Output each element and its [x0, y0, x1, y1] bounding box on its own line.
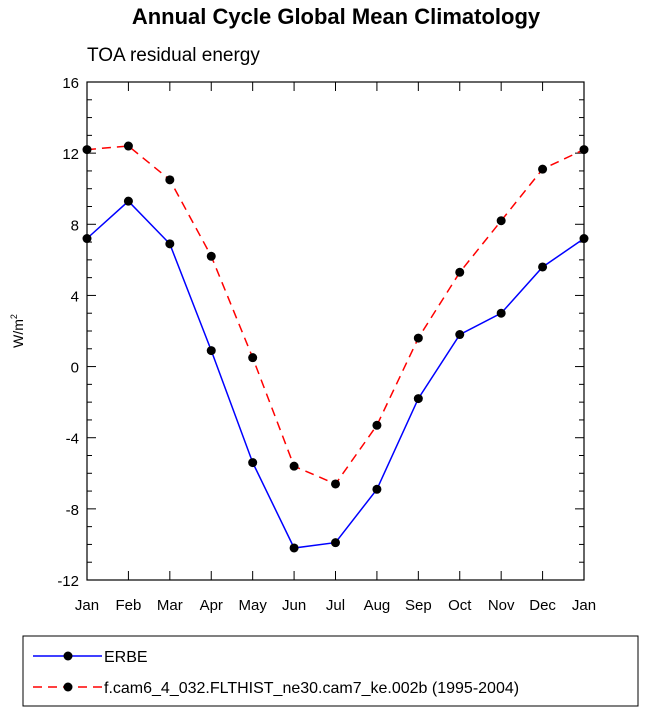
legend-label-model: f.cam6_4_032.FLTHIST_ne30.cam7_ke.002b (…	[104, 680, 519, 697]
y-tick-label: 8	[71, 217, 79, 234]
x-tick-label: Jun	[282, 597, 306, 614]
data-point-series-1	[331, 479, 340, 489]
data-point-series-1	[82, 145, 92, 155]
data-point-series-1	[413, 333, 423, 343]
x-tick-label: Nov	[488, 597, 515, 614]
data-point-series-0	[82, 234, 92, 244]
data-point-series-1	[455, 267, 465, 277]
x-tick-label: Sep	[405, 597, 432, 614]
legend-box	[22, 635, 639, 707]
y-axis-label-superscript: 2	[9, 314, 19, 319]
x-tick-label: Jan	[572, 597, 596, 614]
x-tick-label: Jan	[75, 597, 99, 614]
chart-title: Annual Cycle Global Mean Climatology	[132, 4, 541, 29]
y-axis-label-base: W/m	[10, 319, 26, 348]
data-point-series-0	[206, 346, 216, 356]
plot-area: -12 -8 -4 0 4 8 12 16 Jan Feb Mar Apr May Jun Jul Aug Se…	[57, 75, 596, 614]
y-tick-label: 0	[71, 360, 79, 377]
legend-label-erbe: ERBE	[104, 649, 148, 666]
data-point-series-1	[123, 141, 133, 151]
legend: ERBE f.cam6_4_032.FLTHIST_ne30.cam7_ke.0…	[22, 635, 639, 707]
series-line-0	[86, 200, 585, 549]
data-point-series-1	[579, 145, 589, 155]
x-tick-label: Apr	[200, 597, 223, 614]
y-tick-label: -12	[57, 573, 79, 590]
x-tick-label: Feb	[115, 597, 141, 614]
y-axis-label: W/m2	[9, 314, 26, 348]
data-point-series-1	[538, 164, 548, 174]
data-point-series-0	[538, 262, 548, 272]
y-tick-label: 4	[71, 288, 79, 305]
y-tick-label: -4	[66, 431, 79, 448]
data-point-series-0	[579, 234, 589, 244]
data-point-series-1	[248, 353, 258, 363]
x-tick-label: Oct	[448, 597, 472, 614]
data-point-series-1	[206, 251, 216, 261]
x-tick-label: Mar	[157, 597, 183, 614]
data-point-series-0	[123, 196, 133, 206]
y-tick-label: 16	[62, 75, 79, 92]
series-line-1	[86, 145, 585, 485]
y-tick-label: -8	[66, 502, 79, 519]
data-point-series-1	[165, 175, 175, 185]
data-point-series-0	[289, 543, 299, 553]
chart-subtitle: TOA residual energy	[87, 45, 260, 66]
data-point-series-0	[496, 308, 506, 318]
y-tick-label: 12	[62, 146, 79, 163]
legend-marker-erbe	[63, 651, 73, 661]
plot-frame	[86, 81, 585, 581]
x-tick-label: May	[238, 597, 267, 614]
x-tick-label: Jul	[326, 597, 345, 614]
data-point-series-1	[289, 461, 299, 471]
data-point-series-0	[372, 484, 382, 494]
legend-marker-model	[63, 682, 73, 692]
data-point-series-0	[331, 538, 340, 548]
x-tick-label: Dec	[529, 597, 556, 614]
data-point-series-1	[372, 420, 382, 430]
x-tick-label: Aug	[364, 597, 391, 614]
data-point-series-1	[496, 216, 506, 226]
data-point-series-0	[165, 239, 175, 249]
data-point-series-0	[413, 394, 423, 404]
data-point-series-0	[455, 330, 465, 340]
data-point-series-0	[248, 458, 258, 468]
